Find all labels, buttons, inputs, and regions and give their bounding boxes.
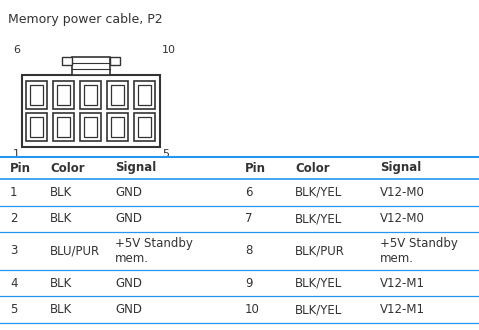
- Text: GND: GND: [115, 303, 142, 316]
- Bar: [138, 85, 151, 105]
- Bar: [112, 85, 125, 105]
- Text: Signal: Signal: [380, 161, 421, 175]
- Text: 5: 5: [10, 303, 17, 316]
- Text: 2: 2: [10, 212, 18, 225]
- Text: BLK/YEL: BLK/YEL: [295, 186, 342, 199]
- Bar: [135, 81, 156, 109]
- Text: 6: 6: [13, 45, 20, 55]
- Bar: [54, 113, 75, 141]
- Text: +5V Standby
mem.: +5V Standby mem.: [380, 237, 458, 265]
- Text: 7: 7: [245, 212, 252, 225]
- Bar: [84, 85, 98, 105]
- Text: V12-M0: V12-M0: [380, 186, 425, 199]
- Text: 5: 5: [162, 149, 169, 159]
- Text: GND: GND: [115, 186, 142, 199]
- Text: Color: Color: [295, 161, 330, 175]
- Bar: [138, 117, 151, 137]
- Text: 10: 10: [245, 303, 260, 316]
- Text: Pin: Pin: [10, 161, 31, 175]
- Text: BLK/YEL: BLK/YEL: [295, 212, 342, 225]
- Text: 10: 10: [162, 45, 176, 55]
- Bar: [26, 81, 47, 109]
- Text: 9: 9: [245, 277, 252, 290]
- Text: 1: 1: [13, 149, 20, 159]
- Text: BLK: BLK: [50, 212, 72, 225]
- Text: V12-M1: V12-M1: [380, 277, 425, 290]
- Bar: [110, 57, 120, 65]
- Text: BLK/YEL: BLK/YEL: [295, 277, 342, 290]
- Text: 6: 6: [245, 186, 252, 199]
- Text: Signal: Signal: [115, 161, 156, 175]
- Text: GND: GND: [115, 212, 142, 225]
- Bar: [22, 75, 160, 147]
- Text: 3: 3: [10, 245, 17, 257]
- Bar: [107, 81, 128, 109]
- Bar: [31, 85, 44, 105]
- Text: V12-M1: V12-M1: [380, 303, 425, 316]
- Text: 4: 4: [10, 277, 18, 290]
- Text: BLK: BLK: [50, 186, 72, 199]
- Bar: [57, 85, 70, 105]
- Text: Color: Color: [50, 161, 85, 175]
- Bar: [57, 117, 70, 137]
- Text: BLK/YEL: BLK/YEL: [295, 303, 342, 316]
- Bar: [26, 113, 47, 141]
- Text: 1: 1: [10, 186, 18, 199]
- Text: Pin: Pin: [245, 161, 266, 175]
- Text: BLK/PUR: BLK/PUR: [295, 245, 345, 257]
- Bar: [112, 117, 125, 137]
- Bar: [31, 117, 44, 137]
- Text: 8: 8: [245, 245, 252, 257]
- Bar: [80, 113, 102, 141]
- Bar: [72, 57, 110, 75]
- Text: GND: GND: [115, 277, 142, 290]
- Bar: [107, 113, 128, 141]
- Bar: [62, 57, 72, 65]
- Bar: [80, 81, 102, 109]
- Text: V12-M0: V12-M0: [380, 212, 425, 225]
- Bar: [84, 117, 98, 137]
- Bar: [135, 113, 156, 141]
- Text: BLK: BLK: [50, 277, 72, 290]
- Text: +5V Standby
mem.: +5V Standby mem.: [115, 237, 193, 265]
- Text: BLU/PUR: BLU/PUR: [50, 245, 100, 257]
- Bar: [54, 81, 75, 109]
- Text: BLK: BLK: [50, 303, 72, 316]
- Text: Memory power cable, P2: Memory power cable, P2: [8, 14, 163, 26]
